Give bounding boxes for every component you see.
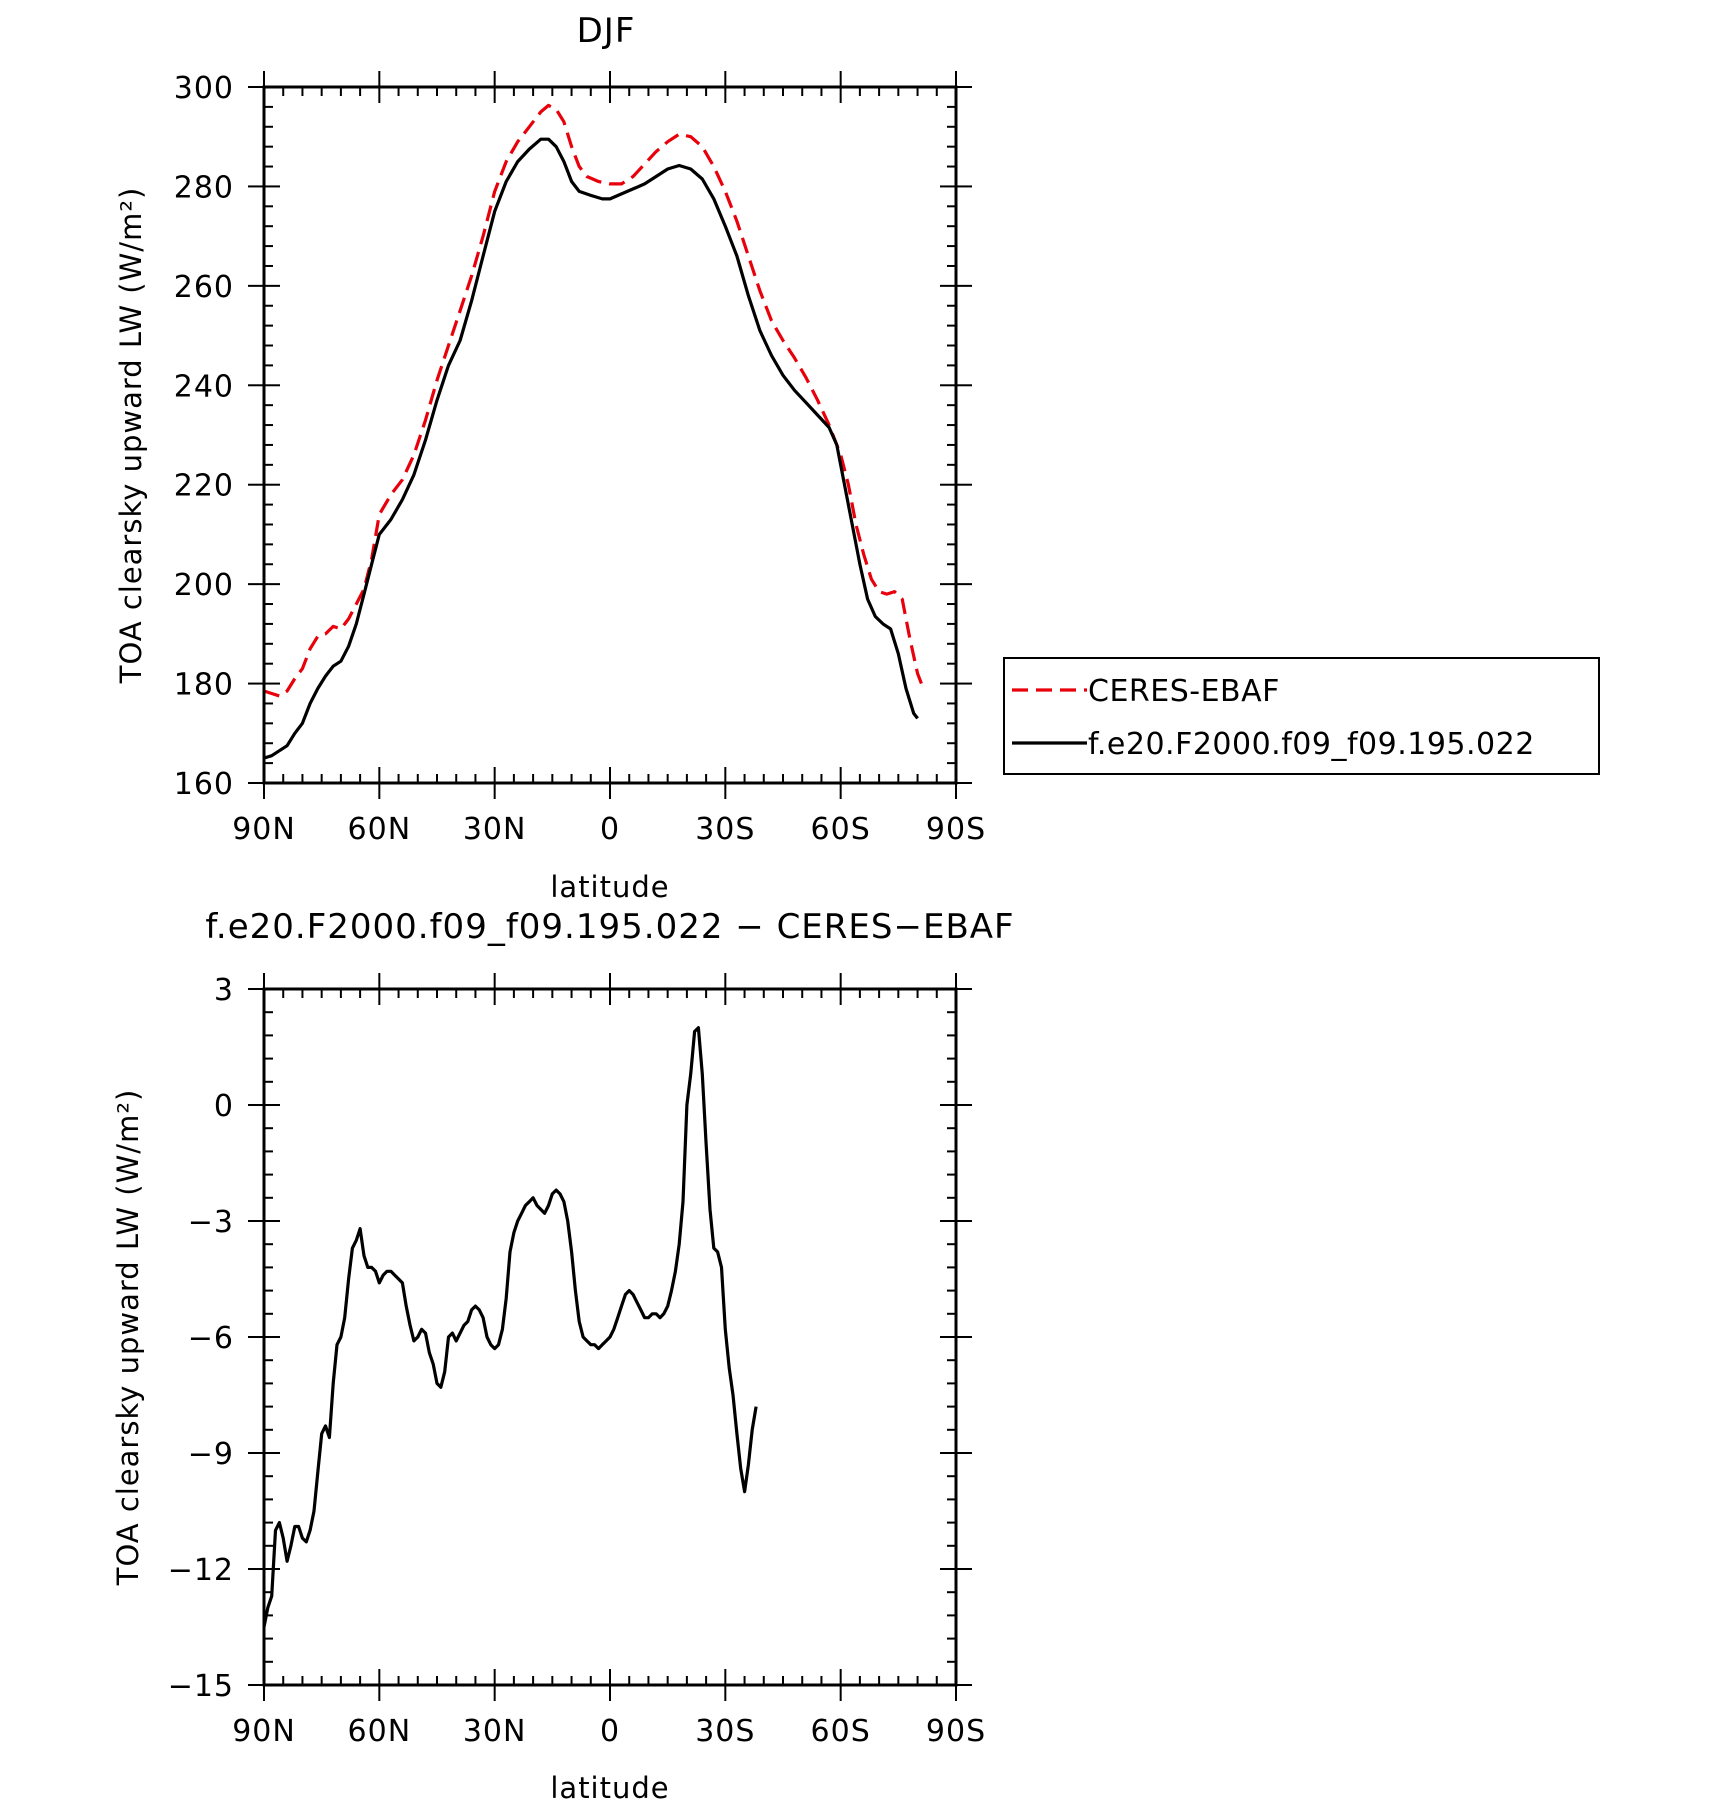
chart-panel-top: DJF 160 180 200 220 240 260 280 300 90N 60N 30N 0 3… xyxy=(114,11,1600,904)
x-tick-label: 90N xyxy=(232,812,296,847)
y-tick-label: 300 xyxy=(174,71,234,106)
x-tick-label: 60S xyxy=(811,1714,871,1749)
x-tick-label: 30S xyxy=(695,1714,755,1749)
x-tick-label: 30N xyxy=(463,1714,527,1749)
y-axis-label: TOA clearsky upward LW (W/m²) xyxy=(111,1089,145,1587)
x-tick-label: 90S xyxy=(926,1714,986,1749)
y-tick-labels-bottom: −15 −12 −9 −6 −3 0 3 xyxy=(168,973,234,1704)
y-tick-label: 280 xyxy=(174,170,234,205)
x-axis-label: latitude xyxy=(550,1771,669,1805)
legend-box xyxy=(1003,657,1600,775)
y-tick-label: 220 xyxy=(174,469,234,504)
x-tick-label: 0 xyxy=(600,812,620,847)
y-tick-label: 200 xyxy=(174,568,234,603)
x-tick-label: 60N xyxy=(348,812,412,847)
x-tick-label: 60S xyxy=(811,812,871,847)
series-line-f-e20-f2000-f09-f09-195-022 xyxy=(263,137,919,760)
y-tick-label: −3 xyxy=(188,1205,234,1240)
series-group-top xyxy=(263,103,923,760)
x-tick-label: 90S xyxy=(926,812,986,847)
chart-panel-bottom: f.e20.F2000.f09_f09.195.022 − CERES−EBAF… xyxy=(111,907,1014,1805)
legend-label-ceres: CERES-EBAF xyxy=(1088,674,1280,709)
y-tick-label: 180 xyxy=(174,668,234,703)
x-tick-label: 60N xyxy=(348,1714,412,1749)
y-tick-label: 240 xyxy=(174,369,234,404)
series-group-bottom xyxy=(262,1026,758,1628)
series-line-ceres-ebaf xyxy=(263,103,923,698)
y-tick-label: 260 xyxy=(174,270,234,305)
x-tick-label: 30S xyxy=(695,812,755,847)
chart-title: DJF xyxy=(577,11,636,51)
plot-frame-top xyxy=(262,85,958,785)
x-tick-labels-top: 90N 60N 30N 0 30S 60S 90S xyxy=(232,812,986,847)
y-tick-label: −15 xyxy=(168,1669,234,1704)
y-tick-label: 3 xyxy=(214,973,234,1008)
y-tick-label: −12 xyxy=(168,1553,234,1588)
x-axis-label: latitude xyxy=(550,870,669,904)
y-tick-labels-top: 160 180 200 220 240 260 280 300 xyxy=(174,71,234,802)
x-tick-label: 30N xyxy=(463,812,527,847)
legend-label-model: f.e20.F2000.f09_f09.195.022 xyxy=(1088,727,1535,762)
x-tick-label: 0 xyxy=(600,1714,620,1749)
y-axis-label: TOA clearsky upward LW (W/m²) xyxy=(114,187,148,685)
chart-title: f.e20.F2000.f09_f09.195.022 − CERES−EBAF xyxy=(205,907,1014,947)
y-tick-label: 160 xyxy=(174,767,234,802)
y-tick-label: 0 xyxy=(214,1089,234,1124)
x-tick-labels-bottom: 90N 60N 30N 0 30S 60S 90S xyxy=(232,1714,986,1749)
y-tick-label: −9 xyxy=(188,1437,234,1472)
x-tick-label: 90N xyxy=(232,1714,296,1749)
ticks-top xyxy=(248,71,972,799)
y-tick-label: −6 xyxy=(188,1321,234,1356)
legend: CERES-EBAF f.e20.F2000.f09_f09.195.022 xyxy=(1003,657,1600,775)
plot-frame-bottom xyxy=(262,987,958,1687)
series-line-difference xyxy=(262,1026,758,1628)
